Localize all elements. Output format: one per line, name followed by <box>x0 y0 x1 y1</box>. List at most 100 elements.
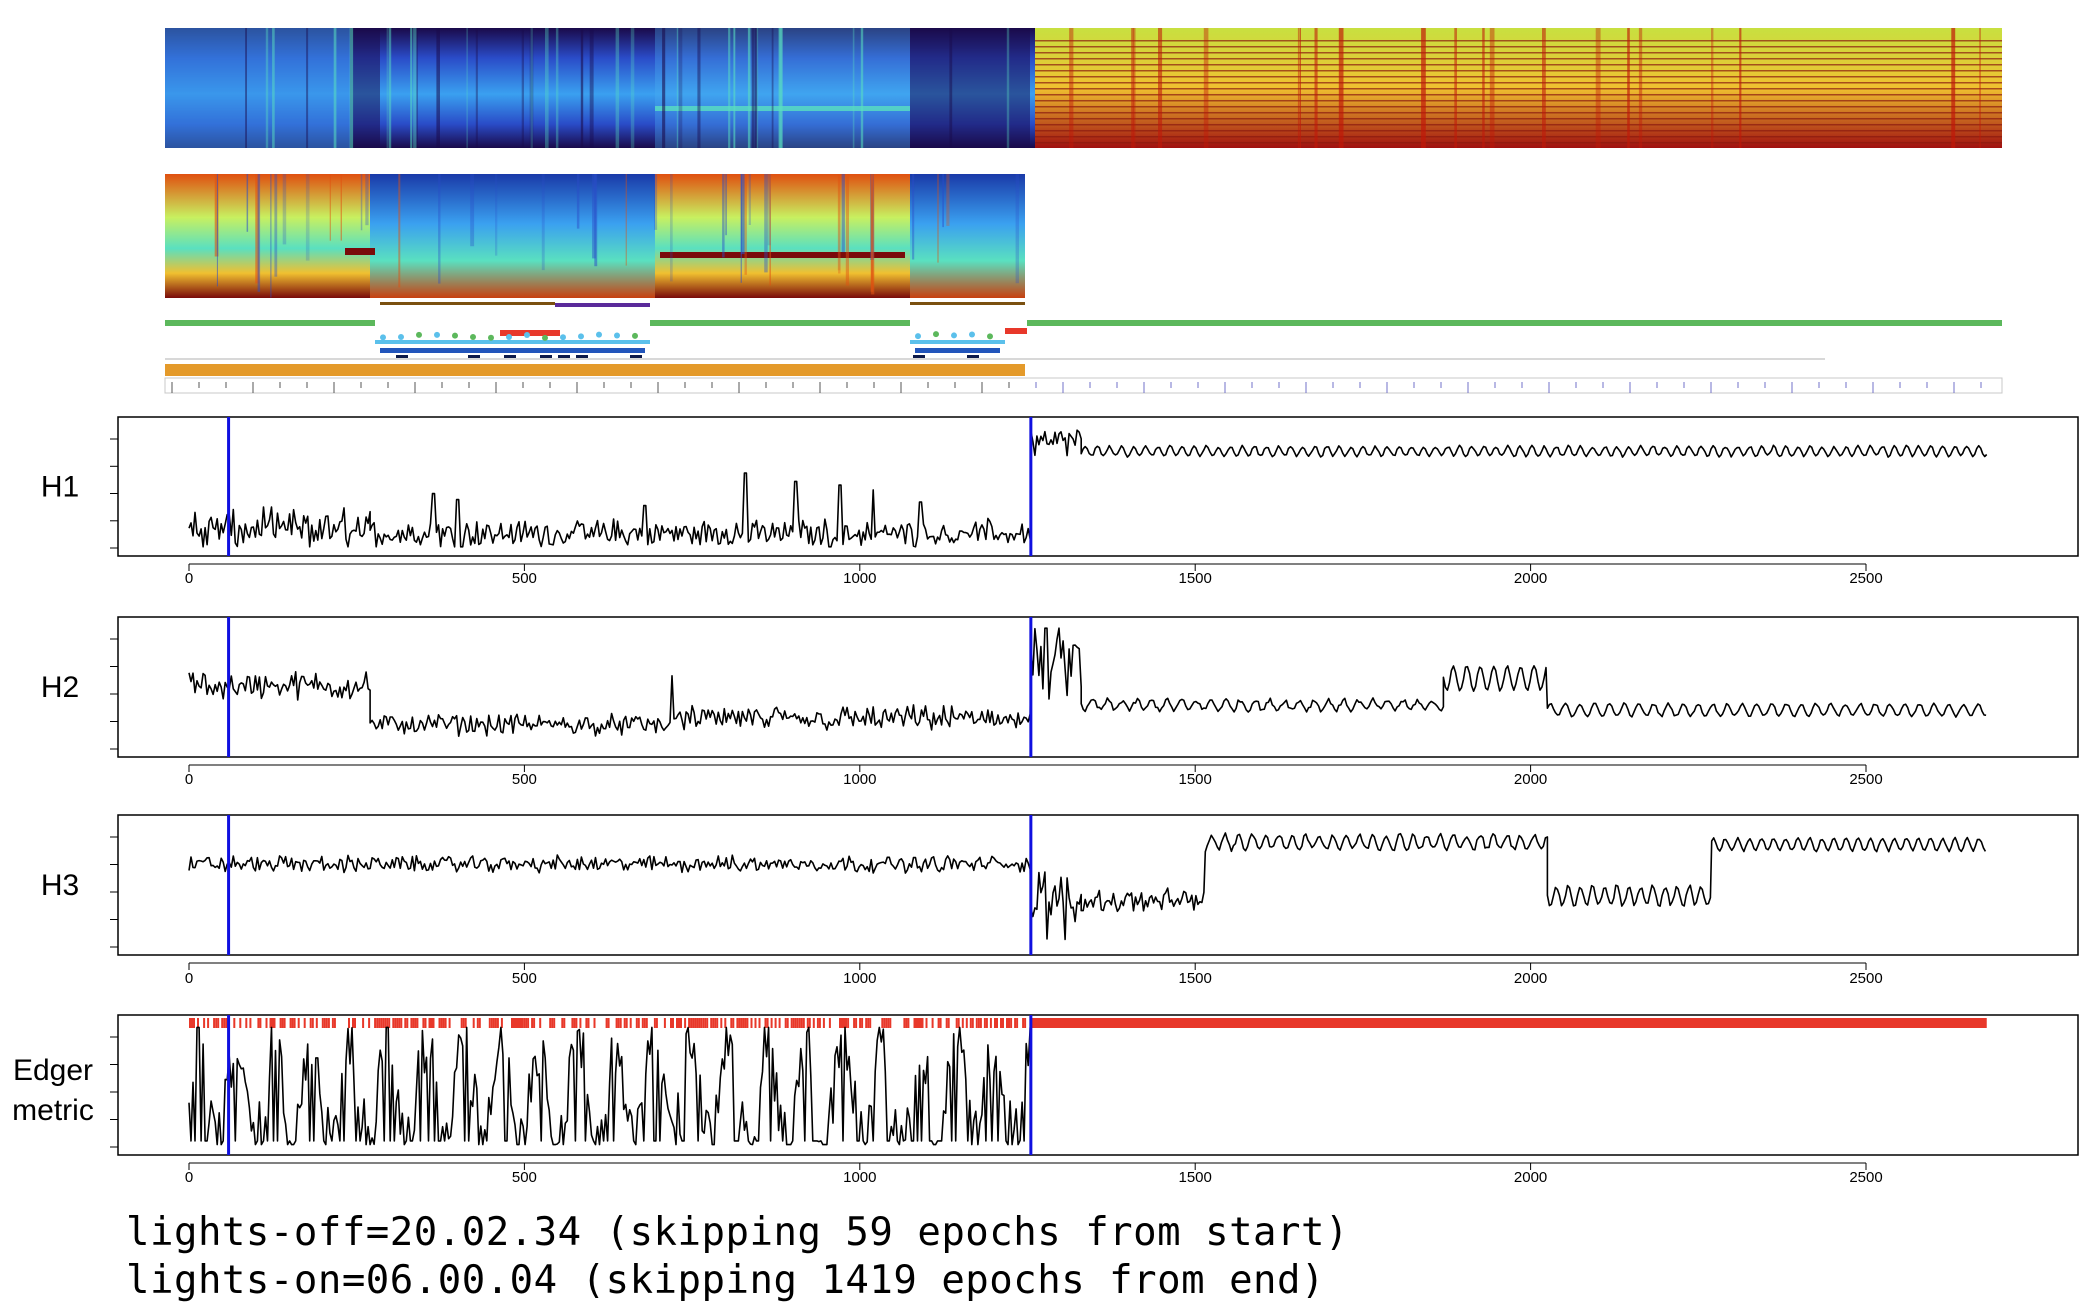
spectrogram-streak <box>1006 28 1010 148</box>
flag-mark <box>511 1018 513 1028</box>
stage-dot <box>524 332 530 339</box>
panel-h3: H3 0 500 1000 1500 2000 2500 <box>41 814 2079 987</box>
flag-mark <box>802 1018 805 1028</box>
flag-mark <box>961 1018 964 1028</box>
spectrogram-streak <box>216 174 218 287</box>
x-tick-label: 1500 <box>1179 570 1212 587</box>
flag-mark <box>380 1018 383 1028</box>
spectrogram-streak <box>413 28 417 148</box>
flag-mark <box>881 1018 884 1028</box>
spectrogram-streak <box>870 174 874 292</box>
flag-mark <box>478 1018 481 1028</box>
flag-mark <box>571 1018 574 1028</box>
flag-mark <box>843 1018 845 1028</box>
spectrogram-all <box>165 28 2002 148</box>
flag-mark <box>517 1018 519 1028</box>
flag-mark <box>273 1018 276 1028</box>
flag-mark <box>472 1018 475 1028</box>
x-tick-label: 2500 <box>1849 970 1882 987</box>
spectrogram-streak <box>860 28 864 148</box>
flag-mark <box>716 1018 719 1028</box>
spectrogram-streak <box>1297 28 1300 148</box>
flag-mark <box>221 1018 224 1028</box>
flag-mark <box>492 1018 495 1028</box>
flag-mark <box>460 1018 463 1028</box>
flag-mark <box>615 1018 618 1028</box>
stage-n2-bar <box>380 348 645 353</box>
spectrogram-band <box>1035 94 2002 96</box>
stage-dot <box>614 332 620 339</box>
flag-mark <box>563 1018 566 1028</box>
spectrogram-streak <box>272 28 275 148</box>
flag-mark <box>217 1018 220 1028</box>
x-tick-label: 0 <box>185 970 193 987</box>
x-tick-label: 1000 <box>843 1169 876 1186</box>
spectrogram-streak <box>388 28 392 148</box>
spectrogram-streak <box>340 174 342 241</box>
flag-mark <box>311 1018 314 1028</box>
flag-mark <box>354 1018 356 1028</box>
panel-frame <box>117 1014 2079 1156</box>
stage-n1-bar <box>375 340 650 344</box>
x-tick-label: 1000 <box>843 570 876 587</box>
spectrogram-streak <box>282 174 287 245</box>
stage-dot <box>951 332 957 339</box>
flag-mark <box>635 1018 638 1028</box>
flag-mark <box>955 1018 958 1028</box>
flag-mark <box>965 1018 968 1028</box>
spectrogram-streak <box>545 28 549 148</box>
flag-mark <box>374 1018 377 1028</box>
spectrogram-streak <box>676 28 679 148</box>
spectrogram-streak <box>470 174 475 247</box>
stage-n3-mark <box>967 355 979 359</box>
stage-n3-mark <box>558 355 570 359</box>
flag-mark <box>189 1018 191 1028</box>
flag-mark <box>861 1018 864 1028</box>
flag-mark <box>348 1018 350 1028</box>
x-tick-label: 2500 <box>1849 771 1882 788</box>
flag-mark <box>712 1018 715 1028</box>
spectrogram-streak <box>949 28 953 148</box>
flag-mark <box>249 1018 252 1028</box>
x-tick-label: 0 <box>185 570 193 587</box>
spectrogram-streak <box>630 28 635 148</box>
flag-mark <box>1014 1018 1017 1028</box>
panel-h2: H2 0 500 1000 1500 2000 2500 <box>41 616 2079 788</box>
flag-mark <box>424 1018 427 1028</box>
flag-mark <box>778 1018 781 1028</box>
flag-mark <box>440 1018 443 1028</box>
flag-mark <box>619 1018 622 1028</box>
flag-mark <box>1016 1018 1019 1028</box>
spectrogram-streak <box>1951 28 1956 148</box>
flag-mark <box>333 1018 336 1028</box>
stage-n3-mark <box>504 355 516 359</box>
flag-mark <box>643 1018 646 1028</box>
flag-mark <box>575 1018 578 1028</box>
spectrogram-streak <box>521 28 524 148</box>
flag-mark <box>490 1018 493 1028</box>
spectrogram-streak <box>1542 28 1546 148</box>
flag-mark <box>738 1018 741 1028</box>
spectrogram-streak <box>1482 28 1485 148</box>
x-tick-label: 2000 <box>1514 970 1547 987</box>
stage-dot <box>915 333 921 340</box>
flag-mark <box>283 1018 286 1028</box>
flag-mark <box>539 1018 542 1028</box>
flag-mark <box>523 1018 526 1028</box>
x-tick-label: 0 <box>185 1169 193 1186</box>
flag-mark <box>921 1018 924 1028</box>
stage-dot <box>596 331 602 338</box>
flag-mark <box>414 1018 417 1028</box>
spectrogram-streak <box>1158 28 1163 148</box>
spectrogram-streak <box>475 28 478 148</box>
flag-mark <box>496 1018 499 1028</box>
spectrogram-streak <box>767 174 771 246</box>
x-tick-label: 0 <box>185 771 193 788</box>
spectrogram-streak <box>625 174 627 266</box>
spectrogram-streak <box>1739 28 1742 148</box>
flag-mark <box>259 1018 262 1028</box>
flag-mark <box>500 1018 503 1028</box>
x-tick-label: 2000 <box>1514 570 1547 587</box>
spectrogram-streak <box>845 174 849 286</box>
